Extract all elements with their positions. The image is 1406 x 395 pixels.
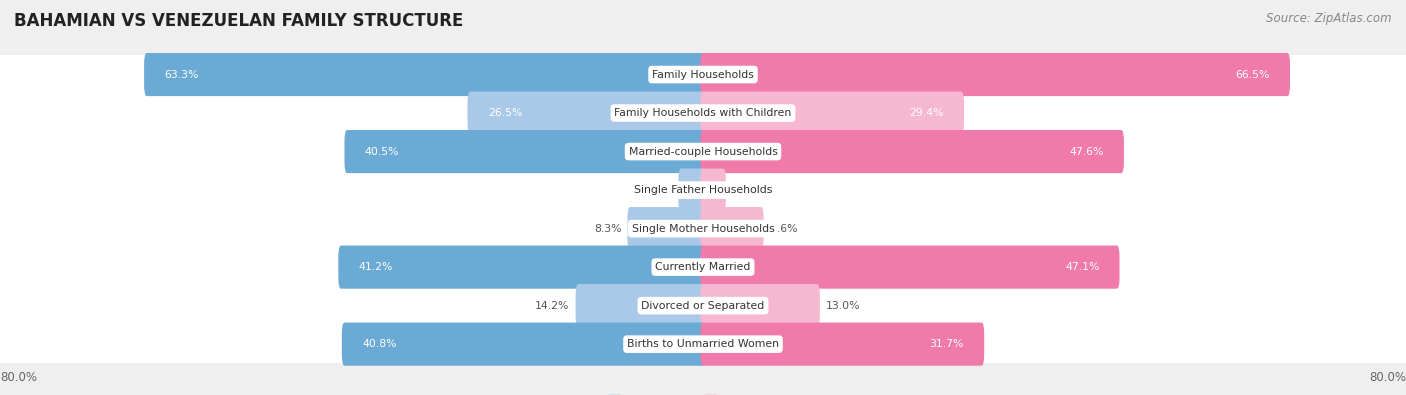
FancyBboxPatch shape: [700, 92, 965, 135]
Legend: Bahamian, Venezuelan: Bahamian, Venezuelan: [603, 389, 803, 395]
FancyBboxPatch shape: [145, 53, 706, 96]
Text: Single Father Households: Single Father Households: [634, 185, 772, 195]
Text: 13.0%: 13.0%: [827, 301, 860, 310]
Text: 63.3%: 63.3%: [165, 70, 198, 79]
Text: 26.5%: 26.5%: [488, 108, 522, 118]
Text: Source: ZipAtlas.com: Source: ZipAtlas.com: [1267, 12, 1392, 25]
Text: Married-couple Households: Married-couple Households: [628, 147, 778, 156]
FancyBboxPatch shape: [339, 246, 706, 289]
Text: 14.2%: 14.2%: [536, 301, 569, 310]
FancyBboxPatch shape: [0, 201, 1406, 256]
Text: Family Households with Children: Family Households with Children: [614, 108, 792, 118]
FancyBboxPatch shape: [700, 169, 725, 212]
FancyBboxPatch shape: [0, 240, 1406, 294]
FancyBboxPatch shape: [0, 163, 1406, 217]
Text: 47.1%: 47.1%: [1064, 262, 1099, 272]
Text: 66.5%: 66.5%: [1236, 70, 1270, 79]
Text: 41.2%: 41.2%: [359, 262, 392, 272]
Text: Divorced or Separated: Divorced or Separated: [641, 301, 765, 310]
Text: 40.5%: 40.5%: [364, 147, 399, 156]
FancyBboxPatch shape: [0, 278, 1406, 333]
FancyBboxPatch shape: [467, 92, 706, 135]
Text: 47.6%: 47.6%: [1070, 147, 1104, 156]
FancyBboxPatch shape: [342, 323, 706, 366]
Text: 31.7%: 31.7%: [929, 339, 965, 349]
FancyBboxPatch shape: [344, 130, 706, 173]
Text: 2.3%: 2.3%: [733, 185, 759, 195]
Text: Births to Unmarried Women: Births to Unmarried Women: [627, 339, 779, 349]
FancyBboxPatch shape: [575, 284, 706, 327]
FancyBboxPatch shape: [627, 207, 706, 250]
FancyBboxPatch shape: [678, 169, 706, 212]
Text: Currently Married: Currently Married: [655, 262, 751, 272]
FancyBboxPatch shape: [700, 130, 1123, 173]
Text: BAHAMIAN VS VENEZUELAN FAMILY STRUCTURE: BAHAMIAN VS VENEZUELAN FAMILY STRUCTURE: [14, 12, 464, 30]
Text: 2.5%: 2.5%: [645, 185, 672, 195]
FancyBboxPatch shape: [0, 317, 1406, 371]
FancyBboxPatch shape: [700, 53, 1291, 96]
FancyBboxPatch shape: [700, 246, 1119, 289]
Text: 6.6%: 6.6%: [770, 224, 797, 233]
Text: 8.3%: 8.3%: [593, 224, 621, 233]
Text: 40.8%: 40.8%: [363, 339, 396, 349]
Text: 80.0%: 80.0%: [1369, 371, 1406, 384]
Text: 29.4%: 29.4%: [910, 108, 943, 118]
FancyBboxPatch shape: [0, 47, 1406, 102]
Text: Single Mother Households: Single Mother Households: [631, 224, 775, 233]
FancyBboxPatch shape: [700, 284, 820, 327]
Text: Family Households: Family Households: [652, 70, 754, 79]
Text: 80.0%: 80.0%: [0, 371, 37, 384]
FancyBboxPatch shape: [700, 207, 763, 250]
FancyBboxPatch shape: [0, 86, 1406, 140]
FancyBboxPatch shape: [0, 124, 1406, 179]
FancyBboxPatch shape: [700, 323, 984, 366]
